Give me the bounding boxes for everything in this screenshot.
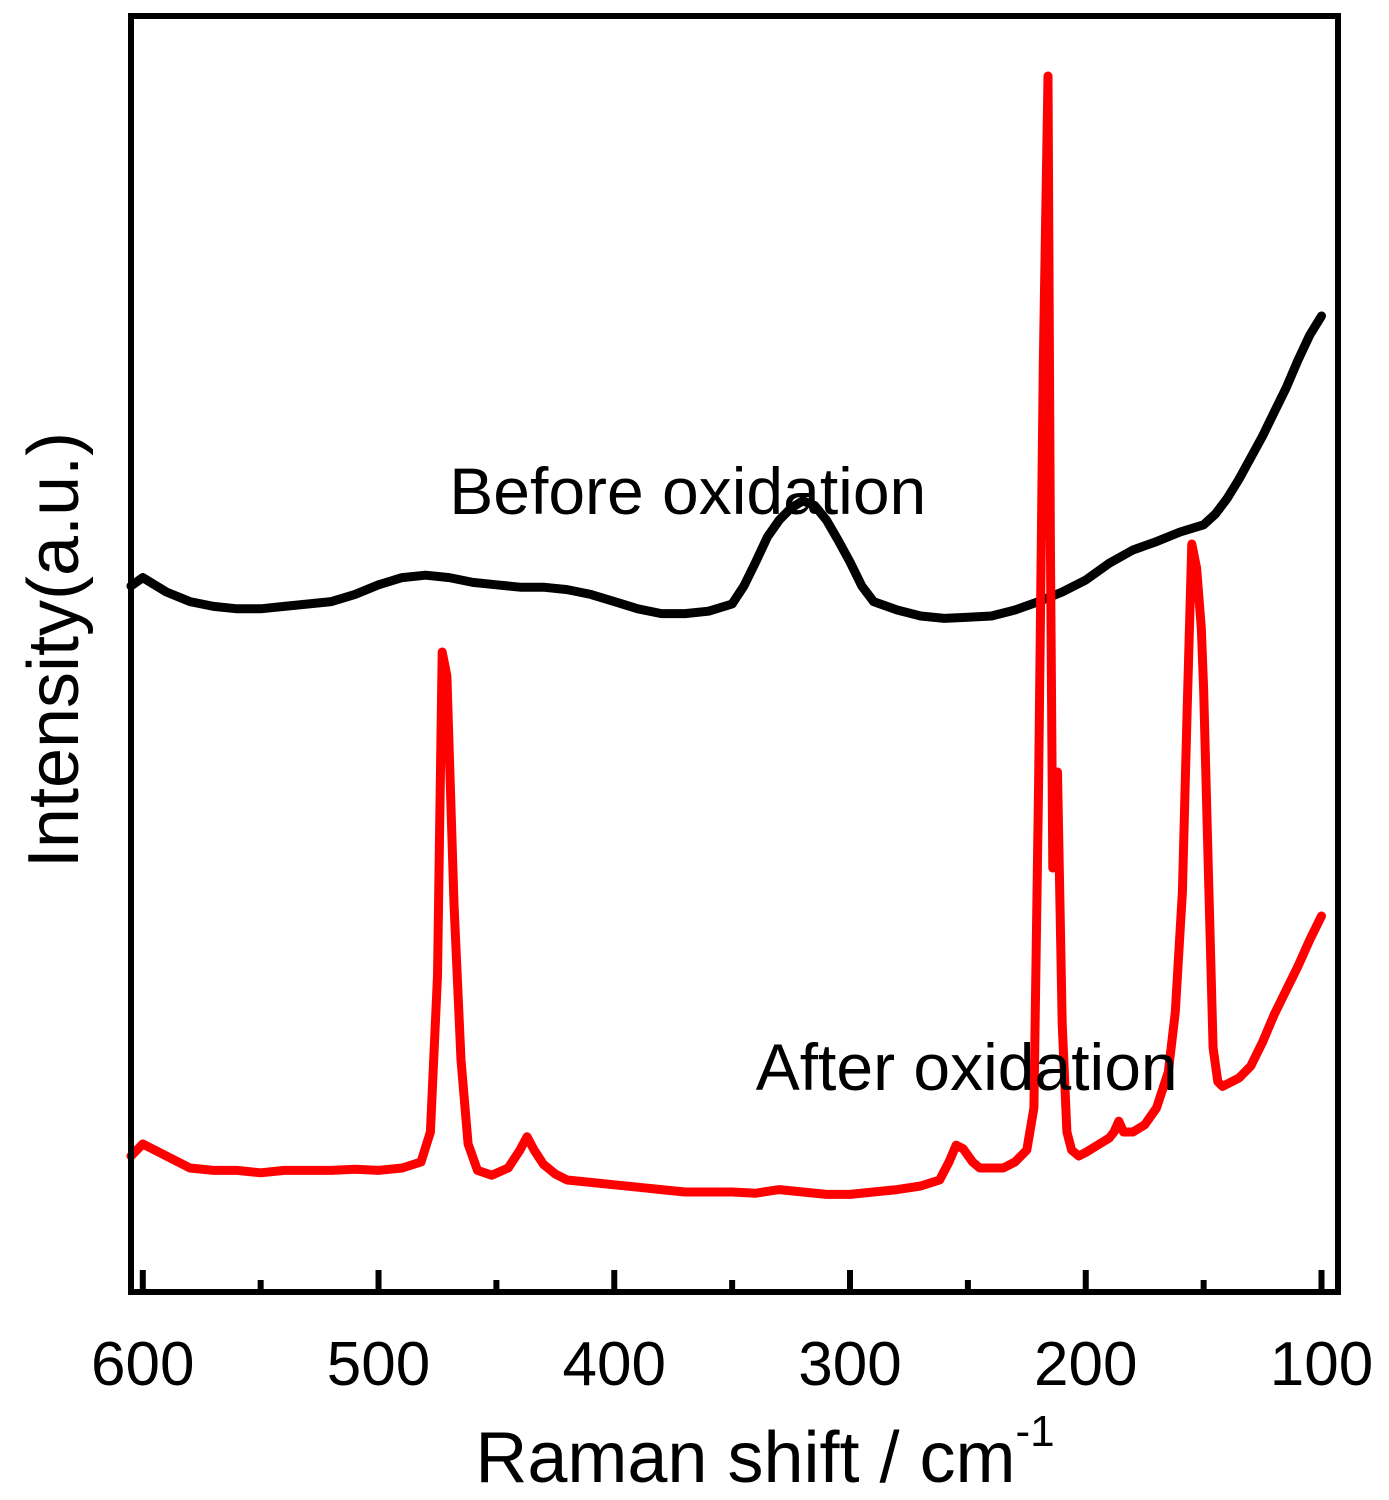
series-line-after-oxidation xyxy=(126,71,1326,1199)
x-tick-label-500: 500 xyxy=(327,1330,430,1399)
annotation-after-oxidation: After oxidation xyxy=(756,1030,1178,1104)
x-axis-ticks: 600 500 400 300 200 100 xyxy=(91,1270,1373,1399)
series-layer xyxy=(126,71,1326,1199)
x-axis-title-text: Raman shift / cm xyxy=(475,1418,1015,1498)
series-line-before-oxidation xyxy=(126,311,1326,623)
x-tick-label-600: 600 xyxy=(91,1330,194,1399)
x-tick-label-100: 100 xyxy=(1270,1330,1373,1399)
annotation-layer: Before oxidation After oxidation xyxy=(449,454,1177,1104)
y-axis-title: Intensity(a.u.) xyxy=(14,432,94,868)
x-tick-label-200: 200 xyxy=(1034,1330,1137,1399)
annotation-before-oxidation: Before oxidation xyxy=(449,454,926,528)
x-axis-title-superscript: -1 xyxy=(1016,1407,1055,1456)
x-axis-title: Raman shift / cm-1 xyxy=(475,1407,1054,1498)
x-tick-label-400: 400 xyxy=(563,1330,666,1399)
x-tick-label-300: 300 xyxy=(798,1330,901,1399)
